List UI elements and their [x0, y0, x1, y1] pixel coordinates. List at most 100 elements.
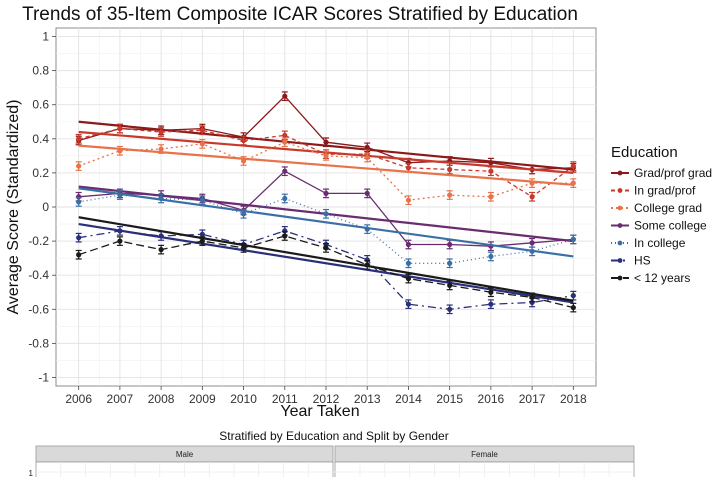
y-axis-label: Average Score (Standardized)	[5, 100, 22, 315]
x-tick-label: 2012	[313, 392, 340, 406]
data-point	[158, 146, 164, 152]
legend-label: In college	[634, 236, 686, 250]
data-point	[282, 93, 288, 99]
data-point	[488, 194, 494, 200]
data-point	[76, 199, 82, 205]
y-tick-label: -1	[38, 370, 49, 384]
legend-item-in-grad-prof: In grad/prof	[611, 184, 696, 198]
data-point	[488, 160, 494, 166]
data-point	[405, 276, 412, 282]
data-point	[240, 211, 247, 217]
legend: Education Grad/prof grad In grad/prof Coll…	[611, 144, 712, 285]
legend-key-point	[617, 170, 623, 176]
legend-label: Some college	[634, 219, 707, 233]
data-point	[364, 262, 370, 268]
data-point	[199, 141, 205, 147]
y-tick-label: 0.6	[32, 98, 49, 112]
data-point	[405, 241, 412, 248]
data-point	[447, 260, 453, 266]
x-tick-label: 2013	[354, 392, 381, 406]
legend-key-point	[617, 223, 623, 228]
data-point	[570, 293, 576, 299]
data-point	[364, 154, 370, 161]
data-point	[158, 195, 164, 202]
data-point	[570, 163, 576, 169]
data-point	[447, 306, 453, 312]
data-point	[529, 194, 535, 200]
series-in-college	[75, 187, 577, 269]
legend-label: In grad/prof	[634, 184, 696, 198]
data-point	[447, 282, 453, 289]
y-tick-label: 0	[42, 200, 49, 214]
facet-y-tick-label: 1	[29, 469, 34, 477]
y-tick-label: 1	[42, 30, 49, 44]
legend-title: Education	[611, 144, 678, 161]
data-point	[405, 301, 412, 307]
data-point	[282, 132, 288, 138]
series-12-years	[75, 216, 577, 313]
y-tick-label: -0.4	[28, 268, 49, 282]
x-tick-label: 2016	[478, 392, 505, 406]
data-point	[323, 153, 329, 159]
data-point	[488, 289, 494, 295]
legend-key-point	[617, 258, 623, 263]
data-point	[158, 129, 164, 135]
y-tick-label: 0.2	[32, 166, 49, 180]
data-point	[570, 180, 576, 186]
legend-label: HS	[634, 254, 651, 268]
data-point	[447, 192, 453, 198]
data-point	[488, 301, 494, 307]
data-point	[117, 125, 123, 132]
legend-item-hs: HS	[611, 254, 651, 268]
legend-key-point	[617, 240, 623, 246]
data-point	[488, 253, 494, 260]
legend-label: < 12 years	[634, 271, 690, 285]
data-point	[240, 137, 247, 144]
legend-item-grad-prof-grad: Grad/prof grad	[611, 166, 712, 180]
x-tick-label: 2006	[65, 392, 92, 406]
y-tick-label: -0.8	[28, 336, 49, 350]
legend-key-point	[617, 188, 623, 193]
legend-label: Grad/prof grad	[634, 166, 712, 180]
series-college-grad	[75, 137, 577, 206]
data-point	[240, 245, 247, 251]
data-point	[76, 252, 82, 258]
data-point	[117, 148, 123, 154]
x-tick-label: 2009	[189, 392, 216, 406]
facet-strip-label: Male	[176, 450, 194, 459]
legend-item-in-college: In college	[611, 236, 686, 250]
data-point	[529, 248, 535, 254]
data-point	[364, 226, 370, 232]
data-point	[405, 260, 412, 266]
plot-area: 1 0.8 0.6 0.4 0.2 0 -0.2 -0.4 -0.6 -0.8 -1 2006 2007…	[28, 27, 597, 406]
legend-item-12-years: < 12 years	[611, 271, 690, 285]
data-point	[117, 238, 123, 244]
data-point	[282, 168, 288, 174]
data-point	[323, 211, 329, 217]
data-point	[323, 190, 329, 196]
data-point	[282, 233, 288, 239]
x-tick-label: 2007	[107, 392, 134, 406]
x-tick-label: 2018	[560, 392, 587, 406]
x-tick-label: 2008	[148, 392, 175, 406]
data-point	[76, 163, 82, 169]
data-point	[570, 304, 576, 311]
legend-item-some-college: Some college	[611, 219, 707, 233]
y-tick-label: 0.8	[32, 64, 49, 78]
legend-key-point	[617, 205, 623, 211]
legend-label: College grad	[634, 201, 702, 215]
data-point	[282, 195, 288, 202]
data-point	[199, 238, 205, 244]
data-point	[447, 241, 453, 248]
trend-line	[78, 216, 574, 302]
data-point	[364, 144, 370, 150]
data-point	[76, 136, 82, 142]
data-point	[323, 139, 329, 145]
x-tick-label: 2015	[436, 392, 463, 406]
data-point	[364, 190, 370, 196]
subchart: Male Female 1	[29, 445, 635, 477]
data-point	[240, 158, 247, 164]
data-point	[488, 168, 494, 174]
data-point	[199, 231, 205, 237]
